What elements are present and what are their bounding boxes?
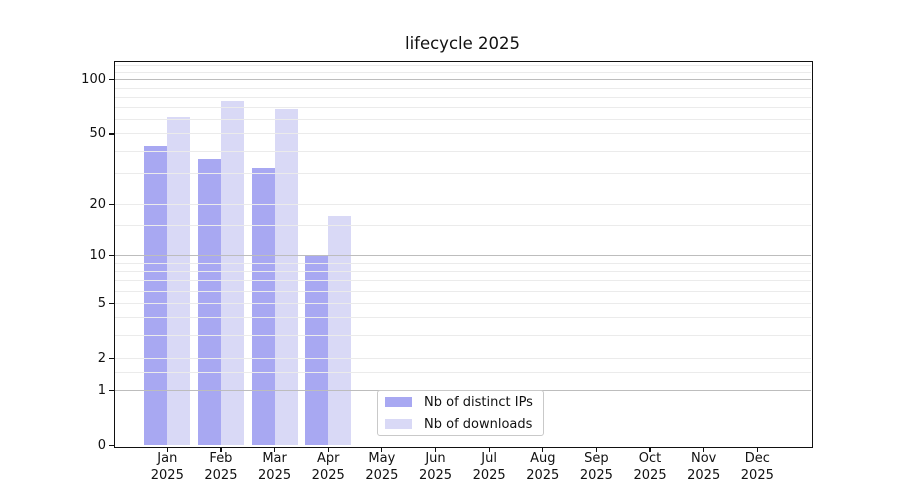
minor-gridline: [114, 172, 811, 174]
y-tick-mark: [109, 444, 114, 447]
y-tick-mark: [109, 133, 114, 135]
x-tick-label-may: May 2025: [365, 451, 399, 483]
legend: Nb of distinct IPs Nb of downloads: [377, 390, 544, 436]
minor-gridline: [114, 317, 811, 319]
y-tick-mark: [109, 357, 114, 360]
y-tick-label: 1: [97, 383, 106, 399]
minor-gridline: [114, 290, 811, 292]
minor-gridline: [114, 71, 811, 73]
minor-gridline: [114, 203, 811, 205]
x-tick-label-jul: Jul 2025: [472, 451, 506, 483]
legend-item-distinct-ips: Nb of distinct IPs: [385, 395, 536, 410]
x-tick-label-aug: Aug 2025: [526, 451, 560, 483]
x-tick-mark: [220, 447, 222, 452]
x-tick-mark: [488, 447, 490, 452]
x-tick-label-apr: Apr 2025: [311, 451, 345, 483]
legend-item-downloads: Nb of downloads: [385, 417, 536, 432]
legend-swatch-distinct-ips: [385, 397, 412, 407]
y-tick-mark: [109, 302, 114, 305]
minor-gridline: [114, 225, 811, 227]
minor-gridline: [114, 150, 811, 152]
y-tick-label: 20: [89, 196, 106, 212]
minor-gridline: [114, 133, 811, 135]
minor-gridline: [114, 357, 811, 359]
minor-gridline: [114, 303, 811, 304]
minor-gridline: [114, 372, 811, 374]
bar-nb-of-distinct-ips-apr: [305, 255, 329, 446]
y-tick-mark: [109, 254, 114, 257]
minor-gridline: [114, 107, 811, 109]
x-tick-label-nov: Nov 2025: [687, 451, 721, 483]
minor-gridline: [114, 119, 811, 121]
x-tick-label-oct: Oct 2025: [633, 451, 667, 483]
x-tick-mark: [381, 447, 383, 452]
minor-gridline: [114, 335, 811, 337]
bar-nb-of-distinct-ips-jan: [144, 145, 168, 446]
x-tick-mark: [542, 447, 544, 452]
bar-nb-of-downloads-apr: [328, 216, 352, 446]
x-tick-mark: [327, 447, 329, 452]
x-tick-mark: [595, 447, 597, 452]
legend-swatch-downloads: [385, 419, 412, 429]
bar-nb-of-downloads-feb: [220, 101, 244, 446]
x-tick-label-jan: Jan 2025: [150, 451, 184, 483]
x-tick-label-jun: Jun 2025: [418, 451, 453, 483]
major-gridline: [114, 79, 811, 81]
y-tick-label: 50: [89, 126, 106, 142]
minor-gridline: [114, 262, 811, 264]
legend-label-downloads: Nb of downloads: [424, 416, 533, 432]
x-tick-label-feb: Feb 2025: [204, 451, 238, 483]
x-tick-label-mar: Mar 2025: [258, 451, 292, 483]
y-tick-label: 5: [97, 296, 106, 311]
y-tick-mark: [109, 389, 114, 392]
minor-gridline: [114, 280, 811, 282]
bar-nb-of-downloads-jan: [167, 117, 191, 446]
legend-label-distinct-ips: Nb of distinct IPs: [424, 394, 533, 410]
x-tick-mark: [273, 447, 276, 452]
minor-gridline: [114, 87, 811, 89]
minor-gridline: [114, 64, 811, 66]
x-tick-mark: [434, 447, 437, 452]
y-tick-label: 0: [97, 438, 106, 453]
x-tick-mark: [756, 447, 758, 452]
y-tick-label: 10: [89, 247, 106, 263]
y-tick-mark: [109, 203, 114, 205]
bar-nb-of-distinct-ips-mar: [251, 168, 275, 446]
major-gridline: [114, 254, 811, 256]
x-tick-mark: [703, 447, 705, 452]
bar-nb-of-distinct-ips-feb: [197, 159, 221, 446]
minor-gridline: [114, 270, 811, 272]
y-tick-label: 2: [97, 350, 106, 366]
x-tick-label-dec: Dec 2025: [740, 451, 774, 483]
x-tick-label-sep: Sep 2025: [579, 451, 613, 483]
bar-nb-of-downloads-mar: [274, 108, 298, 446]
y-tick-mark: [109, 79, 114, 81]
minor-gridline: [114, 96, 811, 98]
chart-title: lifecycle 2025: [404, 34, 520, 53]
x-tick-mark: [649, 447, 651, 452]
x-tick-mark: [166, 447, 168, 452]
y-tick-label: 100: [81, 72, 106, 88]
